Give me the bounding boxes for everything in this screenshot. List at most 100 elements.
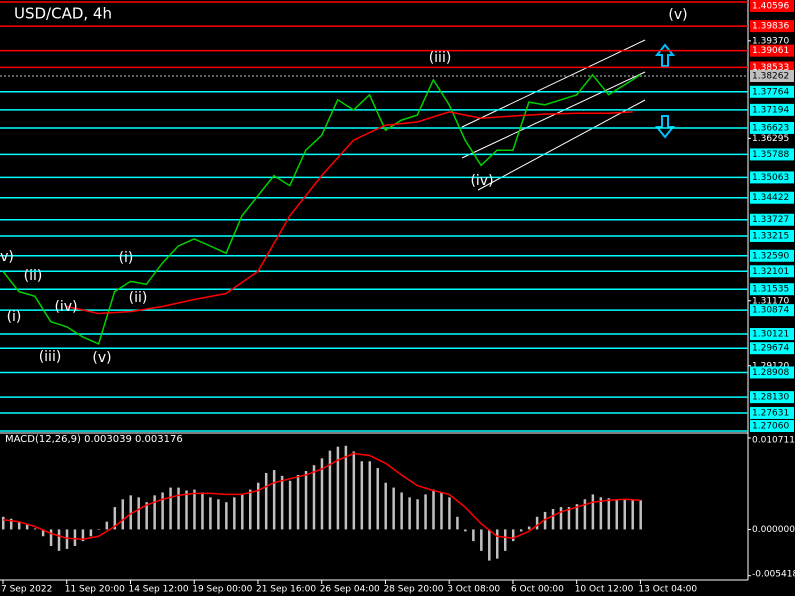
y-tick-label: 1.36295 [752, 134, 789, 144]
macd-bar [17, 521, 21, 530]
channel-mid [461, 71, 646, 159]
y-tick-label: 1.39370 [752, 36, 789, 46]
price-label-text: 1.39061 [752, 46, 789, 56]
price-label-bg [750, 406, 794, 419]
macd-bar [89, 529, 93, 537]
macd-bar [368, 461, 372, 530]
wave-label: (iii) [429, 50, 452, 66]
macd-bar [129, 495, 132, 530]
macd-bar [137, 497, 140, 530]
macd-bar [607, 498, 611, 530]
macd-bar [145, 502, 148, 530]
price-label-text: 1.32590 [752, 251, 789, 261]
macd-bar [272, 470, 276, 530]
macd-bar [392, 487, 395, 530]
y-tick-label: 0.000000 [752, 525, 795, 535]
macd-bar [400, 492, 403, 530]
macd-bar [177, 487, 180, 530]
channel-bottom [477, 99, 646, 191]
macd-bar [575, 504, 579, 530]
macd-bar [57, 529, 61, 551]
macd-bar [121, 499, 125, 530]
macd-bar [25, 523, 29, 530]
macd-bar [264, 472, 268, 530]
price-line [66, 111, 633, 315]
macd-bar [527, 526, 531, 530]
macd-bar [153, 495, 156, 530]
macd-bar [33, 528, 37, 530]
macd-bar [81, 529, 85, 542]
macd-bar [623, 499, 626, 530]
price-label-text: 1.35788 [752, 150, 789, 160]
price-label: 1.34422 [750, 191, 794, 204]
macd-bar [503, 529, 507, 551]
price-label: 1.33215 [750, 229, 794, 242]
price-label-text: 1.33727 [752, 215, 789, 225]
macd-bar [312, 465, 316, 530]
price-label: 1.32590 [750, 249, 794, 262]
macd-bar [193, 489, 196, 530]
macd-bar [496, 529, 499, 559]
price-label: 1.40596 [750, 0, 794, 12]
macd-bar [97, 529, 101, 530]
price-label: 1.27631 [750, 406, 794, 419]
macd-bar [336, 446, 340, 530]
y-tick-label: -0.005418 [752, 570, 795, 580]
price-label-bg [750, 44, 794, 57]
price-label: 1.38262 [750, 70, 794, 83]
chart-title: USD/CAD, 4h [14, 5, 112, 23]
price-label-bg [750, 420, 794, 432]
price-label-bg [750, 85, 794, 98]
x-tick-label: 21 Sep 16:00 [256, 585, 316, 595]
price-label-text: 1.32101 [752, 267, 789, 277]
x-tick-label: 14 Sep 12:00 [128, 585, 188, 595]
wave-label: (v) [668, 7, 687, 23]
channel-top [461, 39, 646, 128]
price-label: 1.30121 [750, 328, 794, 341]
arrow-down [654, 115, 676, 139]
wave-label: (iii) [39, 349, 62, 365]
wave-label: (i) [7, 309, 22, 325]
macd-bar [384, 482, 387, 530]
price-label-text: 1.28908 [752, 368, 789, 378]
price-label-text: 1.31535 [752, 285, 789, 295]
macd-bar [535, 516, 539, 530]
macd-bar [631, 500, 634, 530]
macd-bar [511, 529, 515, 542]
price-label-text: 1.27631 [752, 408, 789, 418]
x-tick-label: 3 Oct 08:00 [447, 585, 500, 595]
macd-bar [225, 502, 228, 530]
wave-label: (i) [119, 250, 134, 266]
wave-label: (ii) [129, 290, 148, 306]
macd-bar [448, 497, 451, 530]
price-label: 1.35063 [750, 171, 794, 184]
price-label-bg [750, 304, 794, 317]
price-line [2, 73, 641, 345]
macd-bar [296, 474, 300, 530]
wave-label: (v) [92, 350, 111, 366]
macd-bar [320, 458, 324, 530]
wave-label: (iv) [470, 173, 493, 189]
macd-bar [376, 468, 379, 530]
macd-bar [2, 516, 5, 530]
price-label-bg [750, 249, 794, 262]
macd-bar [424, 494, 427, 530]
y-tick-label: 1.29120 [752, 361, 789, 371]
macd-bar [217, 499, 220, 530]
macd-bar [9, 518, 13, 530]
macd-bar [464, 529, 467, 532]
macd-bar [440, 492, 443, 530]
price-label-text: 1.30121 [752, 330, 789, 340]
macd-bar [472, 529, 475, 542]
price-label-text: 1.37764 [752, 87, 789, 97]
price-label-bg [750, 70, 794, 83]
macd-label: MACD(12,26,9) 0.003039 0.003176 [5, 434, 183, 445]
macd-bar [249, 489, 252, 530]
price-label-text: 1.34422 [752, 193, 789, 203]
price-label-bg [750, 328, 794, 341]
price-label-bg [750, 121, 794, 134]
price-label-text: 1.30874 [752, 306, 789, 316]
wave-label: (iv) [54, 299, 77, 315]
price-label: 1.31535 [750, 283, 794, 296]
